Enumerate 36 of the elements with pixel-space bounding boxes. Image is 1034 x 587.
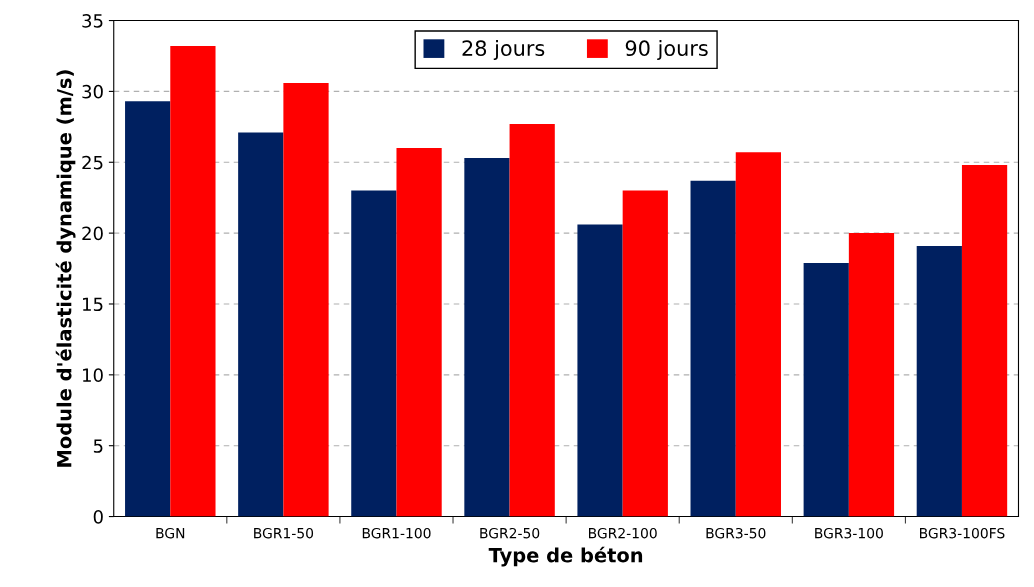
legend-label: 90 jours	[625, 39, 708, 61]
x-tick-label: BGR3-100	[815, 527, 883, 539]
bar	[396, 148, 442, 517]
x-tick-label: BGR3-100FS	[920, 527, 1005, 539]
x-tick-label: BGR2-50	[480, 527, 540, 539]
bar	[848, 233, 895, 517]
bar	[577, 224, 623, 517]
y-tick-label: 5	[93, 439, 103, 453]
bar	[961, 165, 1008, 517]
bar	[509, 124, 555, 517]
bar	[690, 180, 736, 517]
bar	[464, 158, 510, 517]
y-tick-label: 35	[82, 14, 103, 28]
y-axis-title: Module d'élasticité dynamique (m/s)	[55, 70, 76, 467]
y-tick-label: 10	[83, 368, 103, 382]
bar	[803, 262, 849, 517]
legend-label: 28 jours	[462, 39, 545, 61]
bar	[238, 132, 284, 517]
x-tick-label: BGN	[156, 527, 185, 539]
bar	[351, 190, 397, 517]
bar	[622, 190, 668, 517]
y-tick-label: 15	[83, 297, 103, 312]
x-tick-label: BGR1-100	[362, 527, 431, 539]
x-axis-title: Type de béton	[488, 546, 643, 567]
bar	[735, 152, 781, 517]
x-tick-label: BGR3-50	[706, 527, 766, 539]
y-tick-label: 30	[82, 84, 103, 99]
y-tick-label: 25	[82, 155, 103, 170]
bar	[283, 82, 329, 517]
x-tick-label: BGR2-100	[589, 527, 657, 539]
y-tick-label: 0	[93, 510, 103, 524]
bar	[916, 245, 962, 517]
y-tick-label: 20	[82, 226, 103, 241]
x-tick-label: BGR1-50	[254, 527, 314, 539]
bar	[170, 46, 216, 517]
bar	[125, 101, 171, 517]
